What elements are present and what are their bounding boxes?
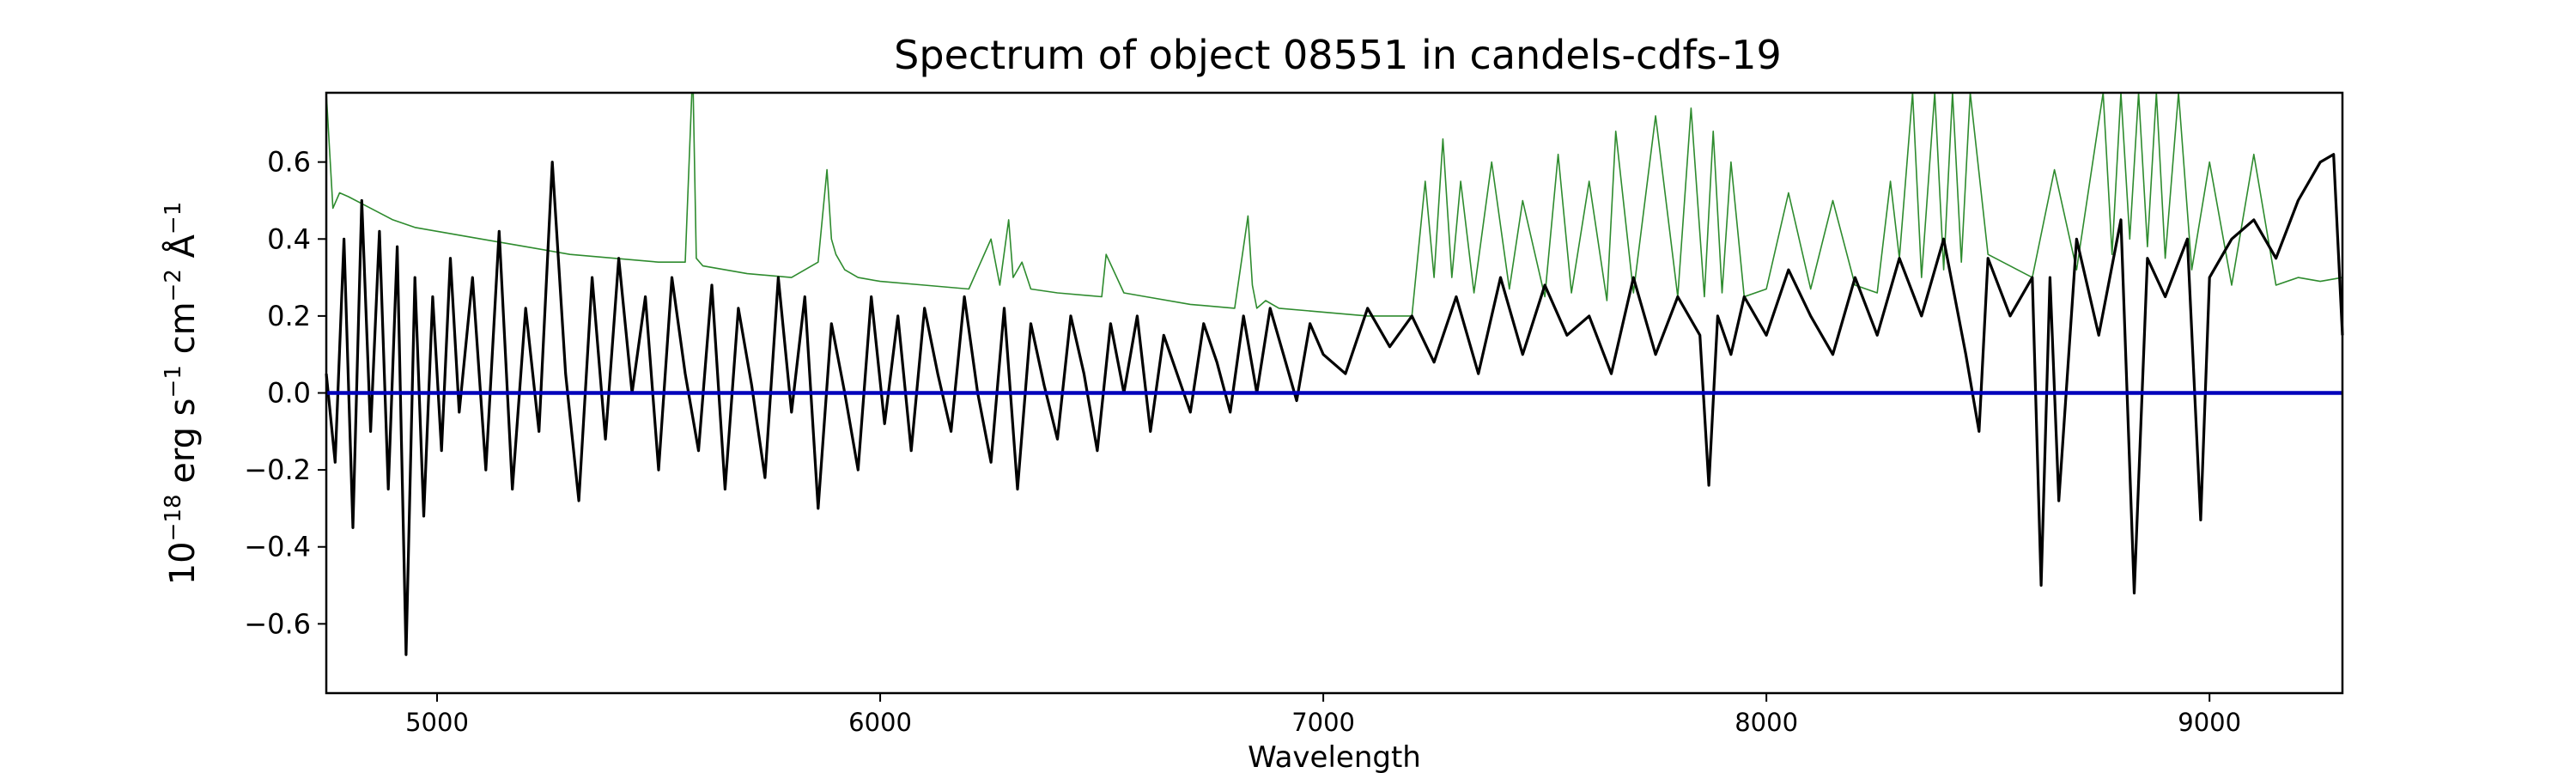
y-tick-label: −0.2 [244, 453, 311, 486]
y-label-cm: cm [163, 301, 203, 365]
x-tick-label: 7000 [1291, 708, 1355, 737]
y-label-erg: erg s [163, 398, 203, 494]
x-tick-label: 8000 [1735, 708, 1798, 737]
x-axis-label: Wavelength [1248, 740, 1421, 773]
y-label-angstrom-exp: −1 [161, 202, 186, 234]
y-label-angstrom: Å [161, 234, 203, 269]
y-label-base: 10 [163, 541, 203, 585]
y-axis-label: 10−18 erg s−1 cm−2 Å−1 [161, 202, 203, 586]
y-tick-label: 0.6 [267, 146, 311, 179]
y-tick-label: −0.4 [244, 531, 311, 563]
y-axis-ticks: −0.6 −0.4 −0.2 0.0 0.2 0.4 0.6 [244, 146, 326, 640]
spectrum-line [325, 153, 2344, 656]
chart-title: Spectrum of object 08551 in candels-cdfs… [894, 32, 1782, 78]
y-tick-label: −0.6 [244, 607, 311, 640]
y-label-cm-exp: −2 [161, 269, 186, 301]
x-axis-ticks: 5000 6000 7000 8000 9000 [405, 693, 2241, 737]
y-label-base-exp: −18 [161, 494, 186, 541]
noise-line [325, 92, 2343, 317]
x-tick-label: 5000 [405, 708, 469, 737]
y-tick-label: 0.2 [267, 300, 311, 332]
y-tick-label: 0.4 [267, 222, 311, 255]
x-tick-label: 6000 [848, 708, 912, 737]
y-tick-label: 0.0 [267, 377, 311, 410]
x-tick-label: 9000 [2178, 708, 2241, 737]
plot-area [325, 91, 2344, 695]
y-label-s-exp: −1 [161, 365, 186, 398]
series-layer [325, 92, 2344, 656]
